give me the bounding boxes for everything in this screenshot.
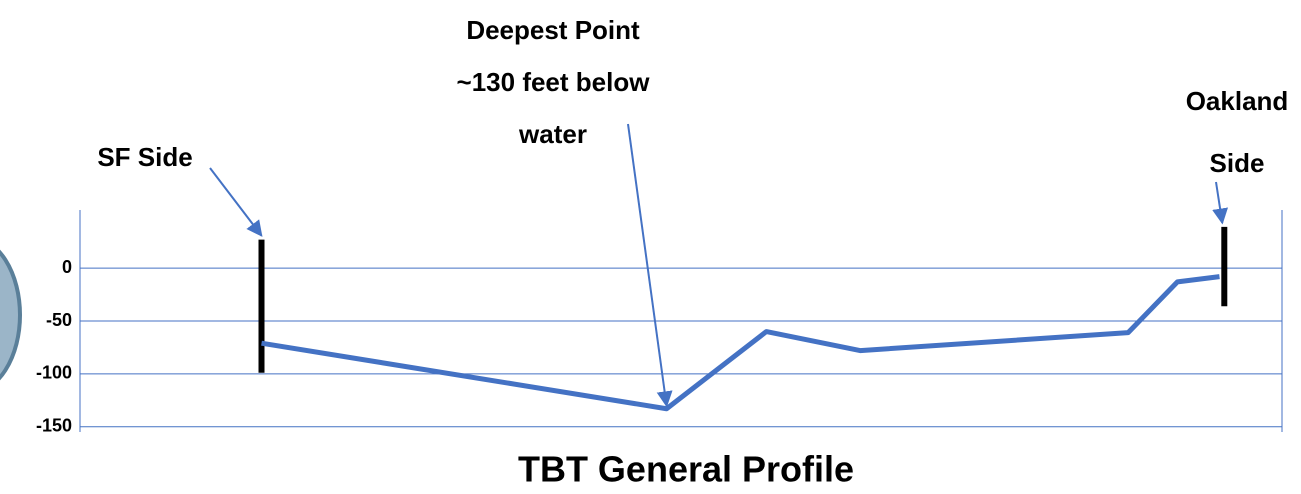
chart-title: TBT General Profile: [518, 449, 854, 490]
profile-line: [262, 277, 1220, 409]
annotation: SF Side: [65, 127, 225, 187]
decor-image: [0, 237, 20, 393]
annotation: Oakland Side: [1177, 70, 1297, 194]
annotation: ~130 feet below water: [433, 56, 673, 160]
y-tick-label: -100: [36, 363, 72, 383]
page: TBT General Profile 0 -50 -100 -150 SF Side…: [0, 0, 1301, 494]
annotation: Deepest Point: [403, 0, 703, 60]
y-tick-label: -50: [46, 310, 72, 330]
arrow: [628, 124, 667, 406]
y-tick-label: 0: [62, 257, 72, 277]
y-tick-label: -150: [36, 415, 72, 435]
